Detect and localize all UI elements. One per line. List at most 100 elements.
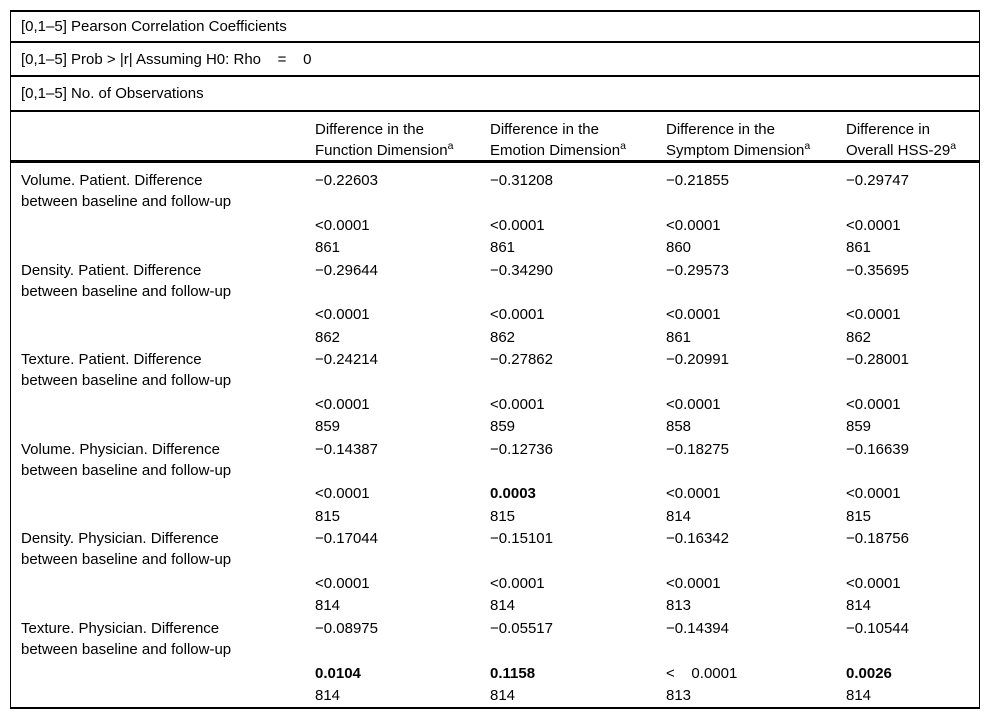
row-label: Volume. Patient. Difference between base… — [21, 170, 315, 215]
table-row-volume-physician: Volume. Physician. Difference between ba… — [11, 439, 979, 529]
row-label-line2: between baseline and follow-up — [21, 282, 232, 300]
column-header-line2: Function Dimension — [315, 142, 448, 159]
n-value: 859 — [846, 418, 872, 436]
p-value: <0.0001 — [846, 575, 901, 593]
n-value: 815 — [315, 507, 341, 525]
column-header-line1: Difference in the — [666, 121, 775, 138]
p-value: <0.0001 — [490, 575, 545, 593]
p-value: <0.0001 — [666, 575, 721, 593]
column-header-row: Difference in the Function Dimensiona Di… — [11, 112, 979, 163]
n-value: 862 — [490, 328, 516, 346]
p-value: <0.0001 — [315, 216, 370, 234]
footnote-marker: a — [950, 140, 957, 152]
footnote-marker: a — [804, 140, 811, 152]
corr-value: −0.29573 — [666, 261, 729, 279]
footnote-marker: a — [620, 140, 626, 152]
p-value: <0.0001 — [490, 216, 545, 234]
row-label-line1: Density. Patient. Difference — [21, 261, 202, 279]
corr-value: −0.10544 — [846, 619, 909, 637]
n-value: 814 — [490, 686, 516, 704]
p-value: 0.1158 — [490, 664, 536, 682]
p-value: <0.0001 — [490, 395, 545, 413]
table-row-texture-patient: Texture. Patient. Difference between bas… — [11, 349, 979, 439]
table-body: Volume. Patient. Difference between base… — [11, 163, 979, 707]
corr-value: −0.22603 — [315, 172, 378, 189]
column-header-emotion: Difference in the Emotion Dimensiona — [490, 119, 666, 161]
p-value: <0.0001 — [846, 395, 901, 413]
n-value: 814 — [490, 597, 516, 615]
table-row-volume-patient: Volume. Patient. Difference between base… — [11, 170, 979, 260]
column-header-line1: Difference in — [846, 121, 930, 138]
n-value: 813 — [666, 686, 692, 704]
p-value: <0.0001 — [666, 395, 721, 413]
footnote-marker: a — [447, 140, 454, 152]
p-value: <0.0001 — [846, 216, 901, 234]
p-value: <0.0001 — [490, 306, 545, 324]
row-label-line2: between baseline and follow-up — [21, 372, 232, 390]
table-row-density-physician: Density. Physician. Difference between b… — [11, 528, 979, 618]
n-value: 861 — [846, 239, 872, 257]
n-value: 815 — [490, 507, 516, 525]
corr-value: −0.28001 — [846, 351, 909, 369]
p-value: <0.0001 — [666, 216, 721, 234]
n-value: 814 — [666, 507, 692, 525]
p-value: 0.0003 — [490, 485, 536, 503]
corr-value: −0.18275 — [666, 440, 729, 458]
corr-value: −0.05517 — [490, 619, 553, 637]
column-header-overall: Difference in Overall HSS-29a — [846, 119, 979, 161]
n-value: 814 — [846, 686, 872, 704]
corr-value: −0.14394 — [666, 619, 729, 637]
n-value: 858 — [666, 418, 692, 436]
n-value: 861 — [666, 328, 692, 346]
p-value: <0.0001 — [666, 485, 721, 503]
correlation-table: [0,1–5] Pearson Correlation Coefficients… — [10, 10, 980, 710]
row-label-line1: Volume. Physician. Difference — [21, 440, 220, 458]
row-label: Texture. Patient. Difference between bas… — [21, 349, 315, 394]
corr-value: −0.21855 — [666, 172, 729, 189]
n-value: 861 — [490, 239, 516, 257]
n-value: 814 — [315, 597, 341, 615]
n-value: 861 — [315, 239, 341, 257]
corr-value: −0.16639 — [846, 440, 909, 458]
corr-value: −0.16342 — [666, 530, 729, 548]
n-value: 860 — [666, 239, 692, 257]
table-title-row-prob: [0,1–5] Prob > |r| Assuming H0: Rho = 0 — [11, 43, 979, 77]
column-header-symptom: Difference in the Symptom Dimensiona — [666, 119, 846, 161]
corr-value: −0.08975 — [315, 619, 378, 637]
table-row-density-patient: Density. Patient. Difference between bas… — [11, 260, 979, 350]
row-label-line2: between baseline and follow-up — [21, 461, 232, 479]
column-header-line2: Overall HSS-29 — [846, 142, 951, 159]
corr-value: −0.14387 — [315, 440, 378, 458]
p-value: <0.0001 — [315, 306, 370, 324]
corr-value: −0.15101 — [490, 530, 553, 548]
p-value: 0.0104 — [315, 664, 361, 682]
table-title-row-observations: [0,1–5] No. of Observations — [11, 77, 979, 112]
p-value: <0.0001 — [315, 395, 370, 413]
row-label-line1: Density. Physician. Difference — [21, 530, 219, 548]
corr-value: −0.17044 — [315, 530, 378, 548]
row-label-line2: between baseline and follow-up — [21, 551, 232, 569]
p-value: <0.0001 — [846, 485, 901, 503]
n-value: 859 — [315, 418, 341, 436]
row-label-line1: Texture. Physician. Difference — [21, 619, 220, 637]
table-row-texture-physician: Texture. Physician. Difference between b… — [11, 618, 979, 708]
column-header-line1: Difference in the — [315, 121, 424, 138]
row-label: Texture. Physician. Difference between b… — [21, 618, 315, 663]
row-label: Density. Patient. Difference between bas… — [21, 260, 315, 305]
column-header-function: Difference in the Function Dimensiona — [315, 119, 490, 161]
p-value: <0.0001 — [846, 306, 901, 324]
corr-value: −0.31208 — [490, 172, 553, 189]
p-value: <0.0001 — [666, 306, 721, 324]
corr-value: −0.35695 — [846, 261, 909, 279]
row-label: Density. Physician. Difference between b… — [21, 528, 315, 573]
n-value: 862 — [846, 328, 872, 346]
column-header-line2: Emotion Dimension — [490, 142, 621, 159]
row-label: Volume. Physician. Difference between ba… — [21, 439, 315, 484]
n-value: 815 — [846, 507, 872, 525]
corr-value: −0.27862 — [490, 351, 553, 369]
p-value: <0.0001 — [315, 575, 370, 593]
n-value: 859 — [490, 418, 516, 436]
corr-value: −0.12736 — [490, 440, 553, 458]
corr-value: −0.29747 — [846, 172, 909, 189]
corr-value: −0.24214 — [315, 351, 378, 369]
